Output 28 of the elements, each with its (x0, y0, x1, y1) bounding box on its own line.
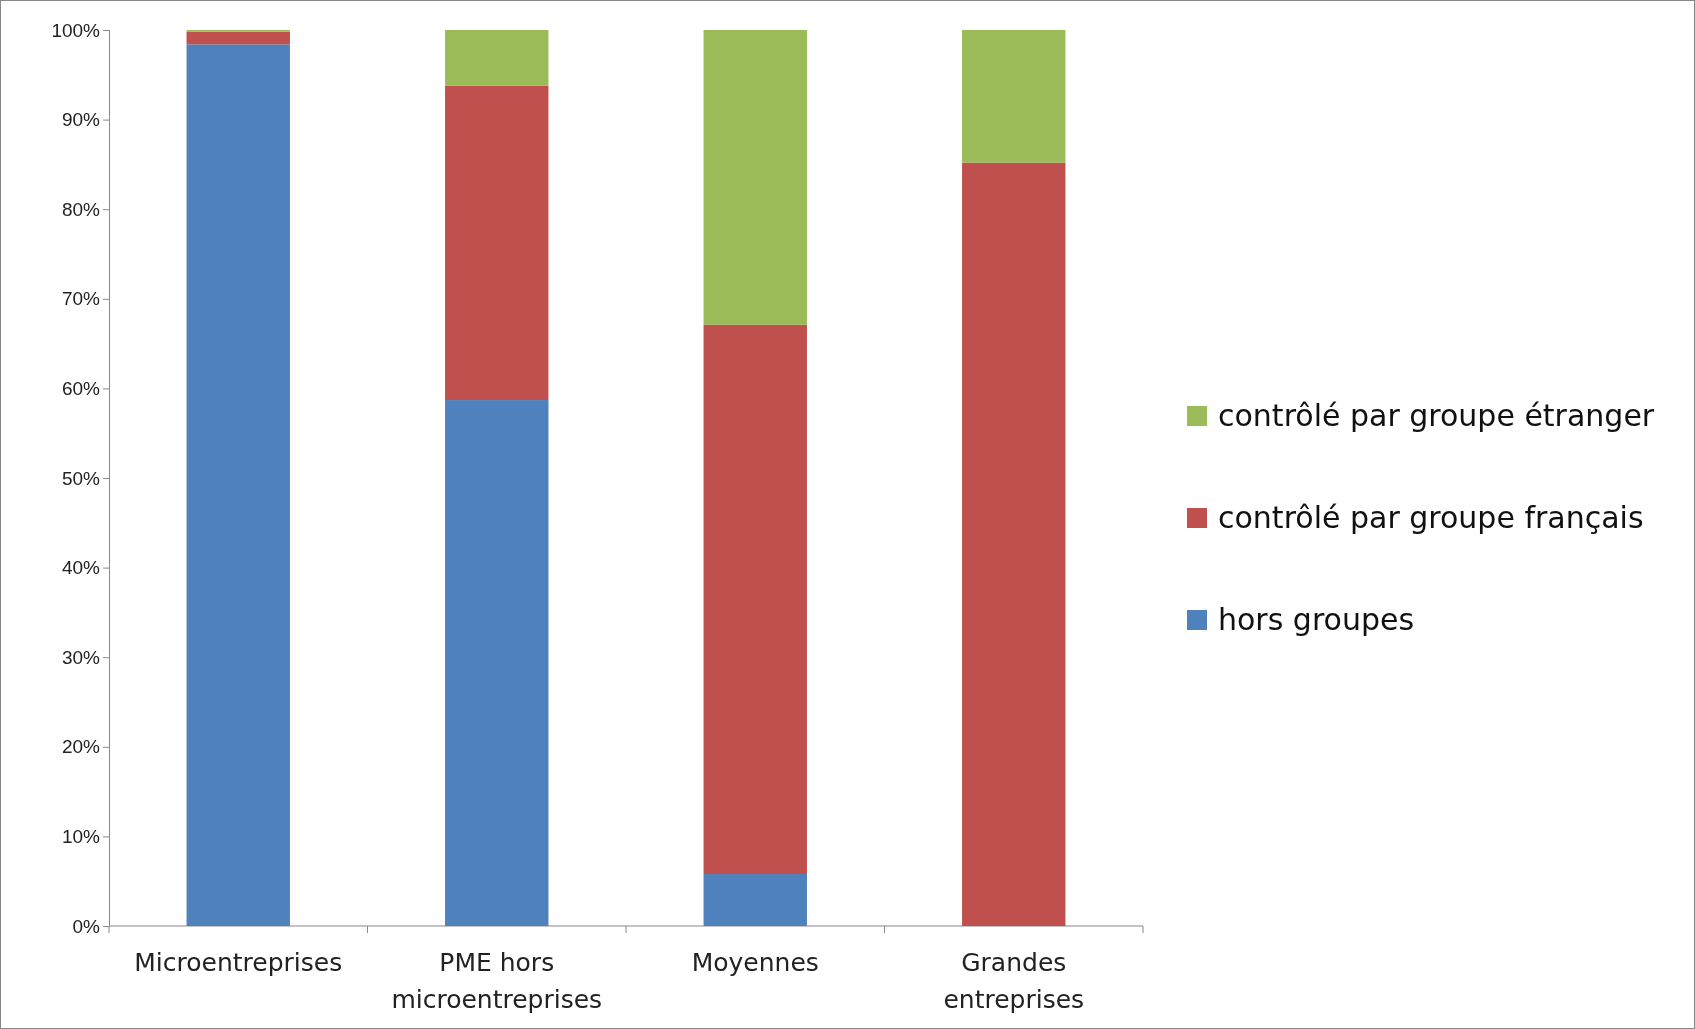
bar (962, 30, 1066, 163)
y-tick-label: 10% (61, 825, 101, 847)
y-tick-label: 50% (61, 467, 101, 489)
y-tick-label: 100% (51, 19, 101, 41)
y-tick-label: 30% (61, 646, 101, 668)
y-tick-label: 90% (61, 109, 101, 131)
y-tick-label: 40% (61, 557, 101, 579)
x-tick-label: Microentreprises (134, 948, 343, 977)
y-tick-label: 20% (61, 736, 101, 758)
bar (186, 44, 290, 926)
legend-label: hors groupes (1218, 602, 1415, 637)
x-tick-label: PME hors microentreprises (391, 948, 603, 1014)
y-tick-label: 0% (72, 915, 101, 937)
bar (186, 31, 290, 45)
x-tick-label: Moyennes (691, 948, 819, 977)
bar (445, 30, 549, 86)
y-tick-label: 80% (61, 198, 101, 220)
bar (703, 324, 807, 875)
bar (703, 30, 807, 325)
bar (445, 85, 549, 401)
y-tick-label: 70% (61, 288, 101, 310)
x-tick-label: Grandes entreprises (943, 948, 1085, 1014)
bar (445, 400, 549, 926)
bar (703, 874, 807, 926)
y-tick-label: 60% (61, 377, 101, 399)
legend-label: contrôlé par groupe français (1218, 500, 1644, 535)
legend-label: contrôlé par groupe étranger (1218, 398, 1655, 433)
bar (962, 162, 1066, 926)
